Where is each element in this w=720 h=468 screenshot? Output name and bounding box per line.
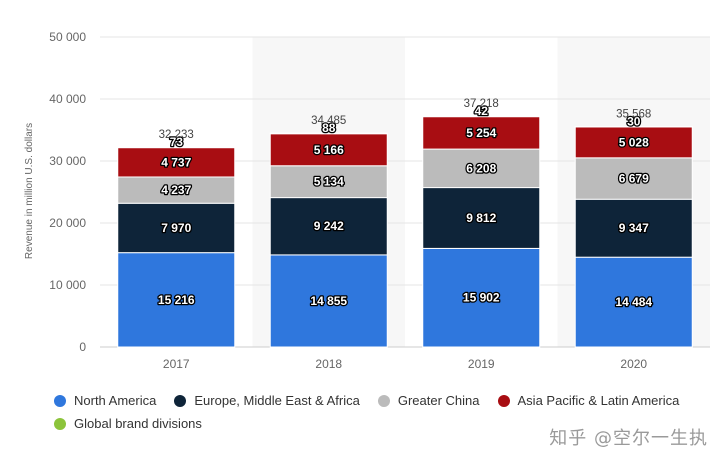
bar-segment: [269, 197, 388, 256]
data-label: 73: [170, 135, 184, 149]
legend-label: Europe, Middle East & Africa: [194, 393, 360, 408]
data-label: 9 812: [466, 211, 496, 225]
data-label: 9 242: [314, 219, 344, 233]
data-label: 5 134: [314, 175, 344, 189]
y-tick-label: 10 000: [49, 278, 86, 292]
y-tick-label: 40 000: [49, 92, 86, 106]
x-tick-label: 2020: [620, 357, 647, 371]
bar-segment: [269, 133, 388, 167]
legend: North America Europe, Middle East & Afric…: [54, 392, 704, 432]
legend-swatch: [54, 394, 66, 407]
legend-item[interactable]: Greater China: [377, 392, 480, 409]
legend-item[interactable]: Global brand divisions: [54, 415, 202, 432]
bar-segment: [117, 146, 236, 149]
bar-segment: [422, 116, 541, 150]
total-label: 35 568: [616, 108, 651, 120]
total-label: 34 485: [311, 115, 346, 127]
data-label: 14 484: [615, 295, 652, 309]
bar-segment: [574, 157, 693, 200]
x-axis-tick-labels: 2017 2018 2019 2020: [163, 357, 648, 371]
stacked-bar-chart: 0 10 000 20 000 30 000 40 000 50 000 Revenue …: [24, 30, 710, 371]
y-axis-tick-labels: 0 10 000 20 000 30 000 40 000 50 000: [49, 30, 86, 354]
y-axis-label: Revenue in million U.S. dollars: [24, 123, 35, 259]
data-label: 30: [627, 114, 641, 128]
data-label: 7 970: [161, 221, 191, 235]
bar-segment: [574, 256, 693, 348]
bar-segment: [269, 132, 388, 135]
data-label: 9 347: [619, 221, 649, 235]
legend-item[interactable]: Asia Pacific & Latin America: [497, 392, 680, 409]
data-label: 5 028: [619, 135, 649, 149]
legend-label: Asia Pacific & Latin America: [517, 393, 680, 408]
data-label: 15 902: [463, 291, 500, 305]
y-tick-label: 30 000: [49, 154, 86, 168]
legend-swatch: [174, 394, 187, 407]
total-label: 32 233: [159, 129, 194, 141]
bar-segment: [422, 148, 541, 189]
data-label: 5 254: [466, 126, 496, 140]
bar-segment: [422, 115, 541, 118]
legend-label: Greater China: [397, 393, 480, 408]
data-label: 6 208: [466, 161, 496, 175]
data-label: 6 679: [619, 172, 649, 186]
x-tick-label: 2019: [468, 357, 495, 371]
y-tick-label: 0: [79, 340, 86, 354]
data-label: 14 855: [310, 294, 347, 308]
total-label: 37 218: [464, 98, 499, 110]
bar-segment: [422, 247, 541, 348]
bar-segment: [269, 254, 388, 348]
bar-segment: [269, 165, 388, 199]
data-label: 88: [322, 121, 336, 135]
data-label: 15 216: [158, 293, 195, 307]
legend-label: North America: [74, 393, 157, 408]
data-label: 42: [475, 104, 489, 118]
x-tick-label: 2017: [163, 357, 190, 371]
legend-swatch: [497, 394, 510, 407]
data-label: 4 237: [161, 183, 191, 197]
legend-swatch: [54, 417, 66, 430]
bar-segment: [574, 198, 693, 258]
legend-swatch: [377, 394, 390, 407]
bar-segment: [574, 125, 693, 128]
legend-item[interactable]: Europe, Middle East & Africa: [174, 392, 360, 409]
data-label: 4 737: [161, 155, 191, 169]
data-label: 5 166: [314, 143, 344, 157]
legend-item[interactable]: North America: [54, 392, 156, 409]
bar-segment: [117, 252, 236, 348]
legend-label: Global brand divisions: [74, 416, 202, 431]
watermark: 知乎 @空尔一生执: [549, 428, 708, 449]
y-tick-label: 20 000: [49, 216, 86, 230]
x-tick-label: 2018: [315, 357, 342, 371]
y-tick-label: 50 000: [49, 30, 86, 44]
